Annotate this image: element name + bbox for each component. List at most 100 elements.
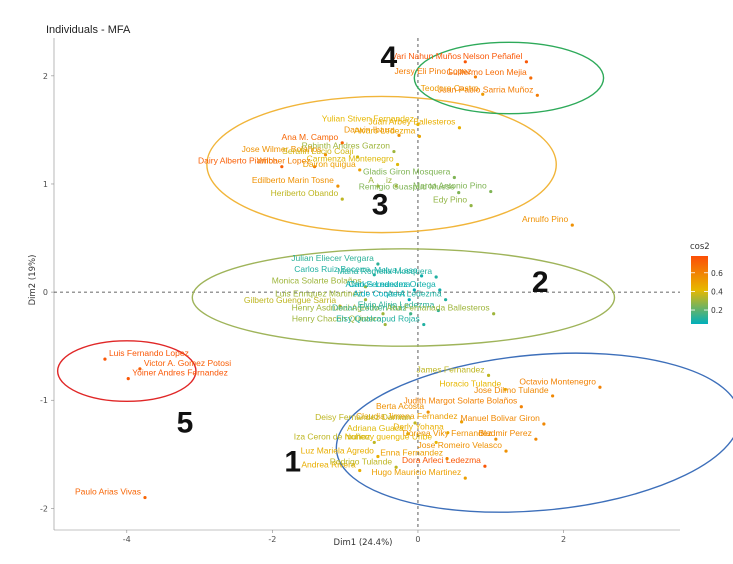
data-point	[340, 141, 344, 145]
cluster-ellipse-1	[335, 352, 733, 513]
point-label: Dorena Viky Fernandez	[403, 428, 492, 438]
data-point	[483, 464, 487, 468]
point-label: Derly Yohana	[393, 422, 444, 432]
point-label: Maria Romelia Mosquera	[337, 266, 432, 276]
data-point	[395, 162, 400, 167]
point-label: Luis Enriquez Martinez	[275, 289, 361, 299]
data-point	[473, 75, 478, 79]
data-point	[445, 457, 449, 461]
data-point	[407, 298, 411, 302]
data-point	[434, 440, 438, 445]
point-label: Juan Pablo Sarria Muñoz	[438, 84, 533, 94]
data-point	[143, 495, 147, 500]
data-point	[394, 184, 398, 188]
legend-tick-label: 0.6	[711, 269, 723, 278]
point-label: Adriana Guaca	[347, 423, 404, 433]
data-point	[504, 449, 508, 453]
legend-tick-label: 0.2	[711, 306, 723, 315]
data-point	[406, 432, 410, 436]
point-label: Alvaro Ledezma	[354, 125, 416, 135]
data-point	[444, 298, 448, 302]
point-label: Edilberto Marin Tosne	[252, 175, 334, 185]
data-point	[481, 92, 485, 96]
data-point	[419, 274, 424, 278]
point-label: Berta Acosta	[376, 401, 424, 411]
data-point	[138, 367, 142, 371]
point-label: Ana Fernanada Ballesteros	[387, 303, 490, 313]
data-point	[542, 422, 546, 426]
legend-tick-label: 0.4	[711, 287, 723, 296]
data-point	[486, 373, 491, 377]
data-point	[376, 184, 380, 188]
point-label: Carlos Ledezma	[348, 279, 410, 289]
point-label: Wilcher Lopez	[257, 156, 311, 166]
data-point	[323, 153, 328, 157]
data-point	[376, 262, 380, 266]
data-point	[392, 149, 396, 154]
data-point	[494, 437, 498, 441]
point-label: Serafin Lucio Coaji	[282, 146, 353, 156]
point-label: Yoiner Andres Fernandez	[132, 368, 228, 378]
point-label: Paulo Arias Vivas	[75, 487, 141, 497]
data-point	[492, 312, 496, 316]
data-point	[355, 155, 360, 159]
data-point	[535, 93, 539, 97]
y-tick-label: -2	[40, 504, 48, 513]
point-label: Luz Mariela Agredo	[301, 445, 375, 455]
legend-colorbar	[691, 256, 708, 324]
data-point	[529, 76, 533, 80]
data-point	[372, 273, 376, 277]
data-point	[598, 385, 602, 389]
data-point	[394, 465, 398, 469]
point-label: Andrea Rivera	[301, 460, 356, 470]
point-label: Hugo Mauricio Martinez	[372, 467, 462, 477]
point-label: Rodrigo Tulande	[330, 456, 393, 466]
data-point	[413, 421, 417, 425]
data-point	[519, 405, 523, 409]
data-point	[417, 134, 422, 138]
cluster-number-1: 1	[284, 446, 301, 479]
data-point	[340, 197, 344, 201]
point-label: Aide Coque A	[353, 289, 405, 299]
cluster-number-3: 3	[372, 188, 389, 221]
data-point	[358, 168, 362, 172]
point-label: Guillermo Leon Mejia	[446, 67, 527, 77]
cos2-legend: cos2 0.2 0.4 0.6	[690, 242, 723, 324]
cluster-number-2: 2	[532, 266, 549, 299]
cluster-ellipse-3	[206, 95, 557, 234]
data-point	[383, 322, 387, 327]
point-label: Luis Fernando Lopez	[109, 348, 189, 358]
data-point	[412, 288, 416, 292]
point-label: Manuel Bolivar Giron	[461, 413, 541, 423]
y-axis-label: Dim2 (19%)	[28, 255, 38, 306]
data-point	[409, 312, 413, 316]
data-point	[376, 454, 380, 459]
point-label: Claudia Jimena Fernandez	[356, 411, 458, 421]
point-label: Nelson Peñafiel	[463, 51, 523, 61]
point-label: Ariel Ledezma	[387, 289, 442, 299]
point-label: Dora Arleci Ledezma	[402, 455, 481, 465]
point-label: Gilberto Guengue Sarria	[244, 295, 336, 305]
point-label: Carmenza Montenegro	[307, 154, 394, 164]
data-point	[457, 191, 461, 195]
data-point	[126, 377, 130, 381]
y-tick-label: -1	[40, 396, 48, 405]
point-label: Melva Laso	[374, 265, 418, 275]
point-label: Jose Romeiro Velasco	[417, 440, 502, 450]
data-point	[534, 437, 538, 441]
data-point	[503, 387, 507, 392]
point-label: Elvio Alirio Ledezma	[358, 299, 435, 309]
point-label: iz	[386, 175, 392, 185]
point-label: Henry Asdrubal Agredo	[292, 303, 380, 313]
data-point	[363, 298, 368, 302]
point-label: Bladmir Perez	[478, 428, 531, 438]
data-point	[397, 133, 401, 137]
data-point	[280, 165, 284, 169]
point-label: Jose Wilmer Bolaños	[242, 144, 322, 154]
data-point	[452, 175, 456, 180]
data-point	[551, 394, 555, 398]
data-point	[463, 476, 467, 480]
y-tick-label: 0	[43, 288, 48, 297]
data-point	[416, 122, 420, 127]
cluster-number-4: 4	[380, 41, 397, 74]
